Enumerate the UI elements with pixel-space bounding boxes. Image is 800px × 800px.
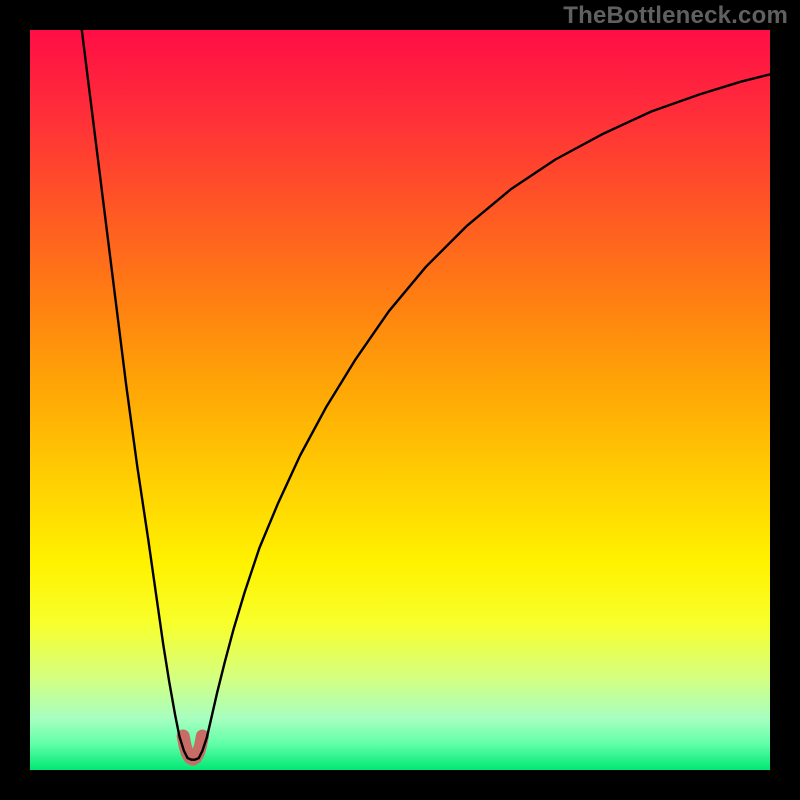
chart-svg [30, 30, 770, 770]
chart-canvas: TheBottleneck.com [0, 0, 800, 800]
plot-area [30, 30, 770, 770]
gradient-background [30, 30, 770, 770]
watermark-text: TheBottleneck.com [563, 2, 788, 30]
